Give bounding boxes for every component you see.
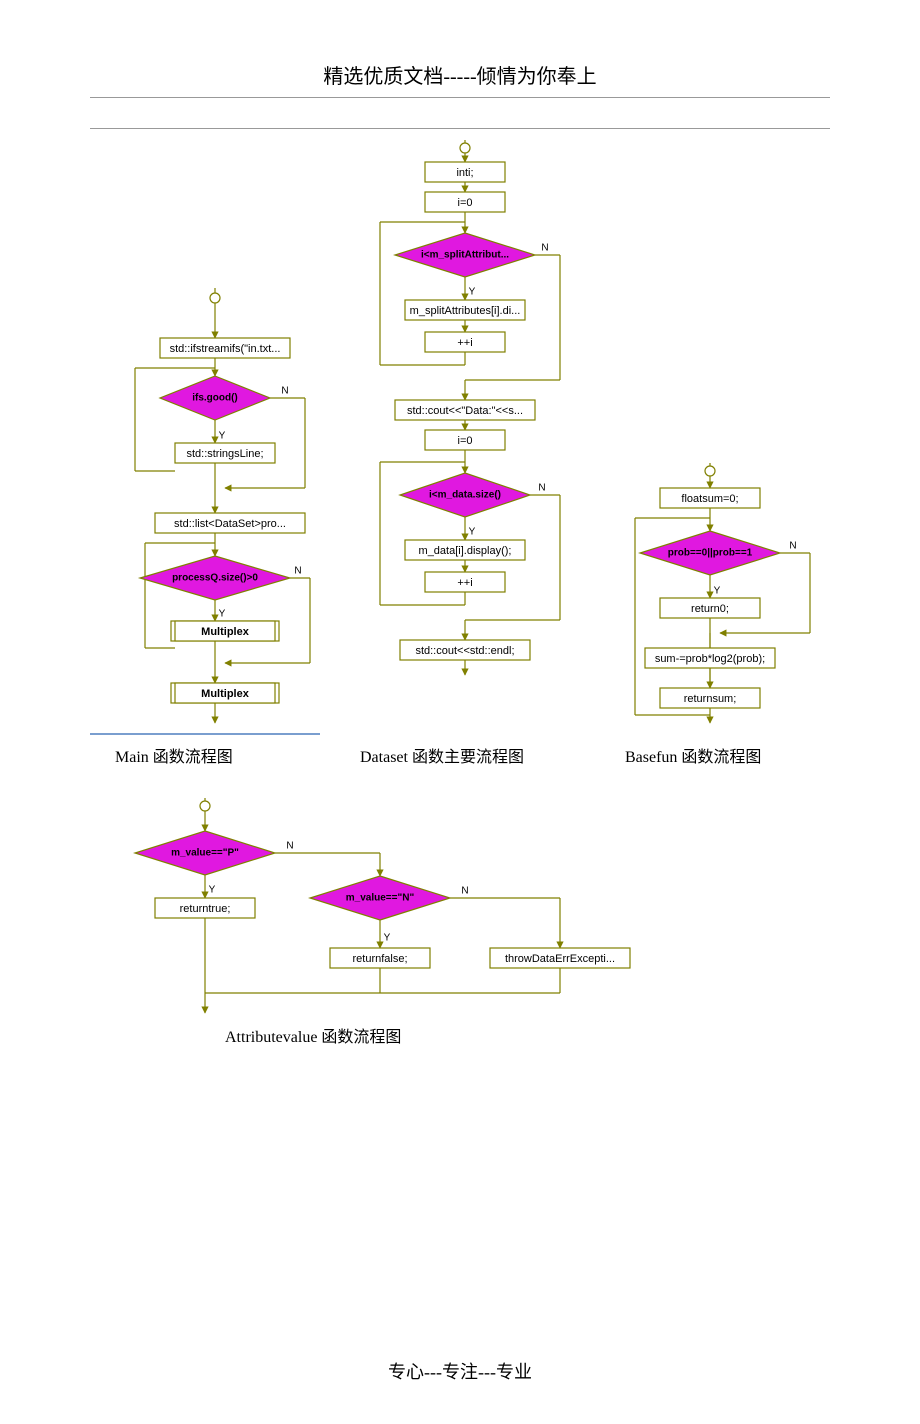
svg-text:returnfalse;: returnfalse; (352, 953, 407, 965)
svg-text:i<m_splitAttribut...: i<m_splitAttribut... (421, 250, 509, 261)
svg-text:++i: ++i (457, 577, 472, 589)
flowchart-dataset: Y N Y Ninti; i=0 m_splitAttributes[i].di... ++… (350, 140, 580, 695)
svg-text:floatsum=0;: floatsum=0; (681, 493, 738, 505)
svg-text:i<m_data.size(): i<m_data.size() (429, 490, 501, 501)
svg-text:std::cout<<std::endl;: std::cout<<std::endl; (415, 645, 514, 657)
svg-text:Y: Y (209, 885, 216, 896)
diagram-area: YNYNstd::ifstreamifs("in.txt...std::stri… (0, 128, 920, 1078)
svg-text:returntrue;: returntrue; (180, 903, 231, 915)
blue-rule (90, 733, 320, 735)
caption-main: Main 函数流程图 (115, 743, 233, 767)
page-header: 精选优质文档-----倾情为你奉上 (0, 0, 920, 97)
svg-text:return0;: return0; (691, 603, 729, 615)
svg-text:Y: Y (219, 609, 226, 620)
page-footer: 专心---专注---专业 (0, 1338, 920, 1424)
svg-text:m_splitAttributes[i].di...: m_splitAttributes[i].di... (410, 305, 521, 317)
flowchart-attr: Y N Y Nreturntrue; returnfalse; throwDataErrE… (90, 798, 650, 1028)
svg-text:Y: Y (384, 933, 391, 944)
svg-text:sum-=prob*log2(prob);: sum-=prob*log2(prob); (655, 653, 765, 665)
caption-dataset: Dataset 函数主要流程图 (360, 743, 524, 767)
svg-text:Multiplex: Multiplex (201, 626, 250, 638)
svg-text:std::ifstreamifs("in.txt...: std::ifstreamifs("in.txt... (170, 343, 281, 355)
svg-text:N: N (294, 566, 301, 577)
svg-text:i=0: i=0 (458, 435, 473, 447)
svg-text:i=0: i=0 (458, 197, 473, 209)
caption-attr: Attributevalue 函数流程图 (225, 1023, 401, 1047)
svg-text:N: N (538, 483, 545, 494)
svg-text:ifs.good(): ifs.good() (192, 393, 238, 404)
svg-text:Multiplex: Multiplex (201, 688, 250, 700)
svg-text:std::stringsLine;: std::stringsLine; (186, 448, 263, 460)
svg-text:N: N (281, 386, 288, 397)
svg-text:m_value=="P": m_value=="P" (171, 848, 239, 859)
svg-text:processQ.size()>0: processQ.size()>0 (172, 573, 258, 584)
svg-text:std::list<DataSet>pro...: std::list<DataSet>pro... (174, 518, 286, 530)
svg-text:N: N (286, 841, 293, 852)
svg-text:N: N (541, 243, 548, 254)
svg-text:throwDataErrExcepti...: throwDataErrExcepti... (505, 953, 615, 965)
svg-text:Y: Y (469, 527, 476, 538)
svg-text:inti;: inti; (456, 167, 473, 179)
svg-text:m_value=="N": m_value=="N" (346, 893, 415, 904)
svg-text:m_data[i].display();: m_data[i].display(); (419, 545, 512, 557)
svg-text:Y: Y (469, 287, 476, 298)
svg-text:N: N (461, 886, 468, 897)
svg-text:returnsum;: returnsum; (684, 693, 737, 705)
svg-text:Y: Y (714, 586, 721, 597)
svg-text:++i: ++i (457, 337, 472, 349)
caption-basefun: Basefun 函数流程图 (625, 743, 761, 767)
svg-text:Y: Y (219, 431, 226, 442)
svg-text:std::cout<<"Data:"<<s...: std::cout<<"Data:"<<s... (407, 405, 523, 417)
svg-text:prob==0||prob==1: prob==0||prob==1 (668, 548, 753, 559)
svg-text:N: N (789, 541, 796, 552)
mid-rule (90, 128, 830, 129)
header-rule (90, 97, 830, 98)
flowchart-basefun: Y Nfloatsum=0; return0; sum-=prob*log2(prob… (605, 463, 825, 738)
flowchart-main: YNYNstd::ifstreamifs("in.txt...std::stri… (100, 288, 330, 738)
